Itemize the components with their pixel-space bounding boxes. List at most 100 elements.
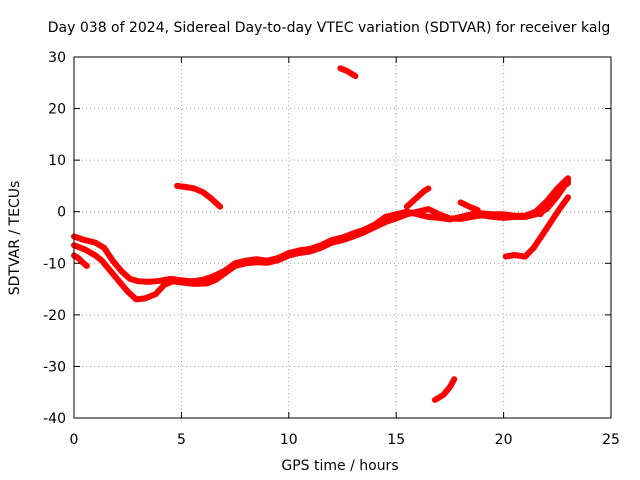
data-point: [490, 214, 496, 220]
data-point: [161, 282, 167, 288]
chart-title: Day 038 of 2024, Sidereal Day-to-day VTE…: [48, 20, 610, 36]
data-point: [511, 214, 517, 220]
y-tick-label: 0: [57, 205, 66, 221]
x-tick-label: 25: [602, 432, 620, 448]
data-point: [146, 279, 152, 285]
x-tick-label: 15: [387, 432, 405, 448]
data-point: [479, 212, 485, 218]
y-tick-label: -20: [43, 308, 66, 324]
data-point: [213, 277, 219, 283]
data-point: [135, 278, 141, 284]
data-point: [556, 206, 562, 212]
data-point: [531, 245, 537, 251]
data-point: [511, 252, 517, 258]
data-point: [415, 209, 421, 215]
x-tick-label: 20: [495, 432, 513, 448]
data-point: [372, 224, 378, 230]
data-point: [93, 240, 98, 246]
data-point: [503, 254, 509, 260]
y-tick-label: 10: [48, 153, 66, 169]
data-point: [116, 278, 122, 284]
data-point: [286, 253, 292, 258]
data-point: [544, 204, 550, 210]
data-point: [425, 186, 431, 191]
data-point: [318, 245, 324, 251]
data-point: [425, 214, 431, 220]
data-point: [84, 263, 90, 269]
data-point: [383, 214, 388, 220]
data-point: [475, 207, 481, 213]
data-point: [125, 289, 131, 295]
data-point: [254, 259, 260, 265]
data-point: [458, 216, 464, 222]
x-tick-label: 0: [70, 432, 79, 448]
data-point: [174, 183, 180, 189]
data-point: [297, 250, 302, 256]
y-tick-label: -10: [43, 256, 66, 272]
data-point: [565, 194, 571, 200]
data-series: [71, 65, 571, 403]
data-point: [264, 260, 270, 266]
data-point: [191, 281, 197, 287]
ticks: 0 5 10 15 20 25 -40 -30 -20 -10 0 10 20 30: [43, 50, 620, 448]
x-axis-title: GPS time / hours: [281, 458, 398, 474]
data-point: [118, 268, 124, 274]
data-point: [466, 204, 472, 210]
data-point: [329, 240, 335, 246]
grid: [74, 57, 611, 418]
data-point: [133, 296, 139, 302]
data-point: [539, 232, 545, 238]
data-point: [421, 188, 427, 194]
series-late-rise: [502, 194, 571, 260]
data-point: [209, 196, 214, 202]
data-point: [191, 186, 197, 191]
data-point: [183, 184, 189, 190]
series-main-upper: [71, 175, 571, 285]
data-point: [393, 215, 399, 221]
data-point: [110, 258, 116, 264]
data-point: [99, 258, 105, 264]
data-point: [383, 219, 388, 225]
data-point: [447, 215, 453, 221]
data-point: [275, 257, 281, 263]
data-point: [451, 376, 457, 382]
series-mid-segment: [174, 182, 224, 210]
data-point: [441, 392, 446, 398]
data-point: [537, 211, 543, 217]
data-point: [561, 183, 567, 189]
data-point: [221, 271, 227, 277]
data-point: [217, 204, 223, 210]
data-point: [142, 295, 148, 301]
data-point: [468, 214, 474, 220]
data-point: [170, 278, 176, 284]
data-point: [533, 211, 539, 217]
data-point: [337, 65, 343, 71]
data-point: [548, 219, 554, 225]
data-point: [93, 253, 98, 258]
data-point: [458, 199, 464, 205]
data-point: [82, 237, 88, 243]
data-point: [75, 255, 81, 261]
data-point: [204, 280, 210, 286]
data-point: [178, 279, 184, 285]
data-point: [243, 260, 249, 266]
data-point: [552, 193, 558, 199]
y-tick-label: 20: [48, 102, 66, 118]
data-point: [404, 211, 410, 217]
x-tick-label: 10: [280, 432, 298, 448]
data-point: [307, 248, 313, 254]
data-point: [361, 229, 367, 235]
data-point: [432, 397, 438, 403]
y-tick-label: 30: [48, 50, 66, 66]
data-point: [101, 245, 107, 251]
data-point: [157, 278, 163, 284]
series-low-segment: [431, 376, 458, 403]
data-point: [501, 215, 507, 221]
data-point: [522, 214, 528, 220]
series-rising-segment: [403, 185, 432, 210]
data-point: [153, 291, 159, 297]
y-tick-label: -30: [43, 359, 66, 375]
data-point: [344, 68, 350, 74]
data-point: [127, 276, 133, 282]
